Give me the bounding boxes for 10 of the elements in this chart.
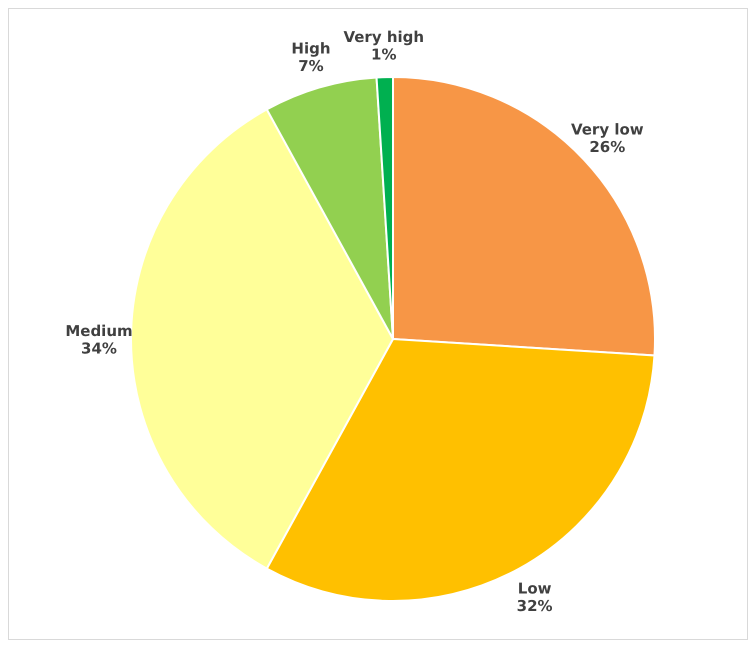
data-label: 26% <box>589 138 626 156</box>
data-label: 7% <box>298 56 324 75</box>
slice-label: High <box>291 40 331 58</box>
slice-label: Very high <box>343 28 424 46</box>
slice-label: Medium <box>65 322 133 340</box>
data-label: 1% <box>371 45 396 64</box>
data-label: 34% <box>81 339 117 358</box>
slice-label: Very low <box>570 120 644 139</box>
slice-label: Low <box>518 580 552 598</box>
data-label: 32% <box>516 596 553 615</box>
